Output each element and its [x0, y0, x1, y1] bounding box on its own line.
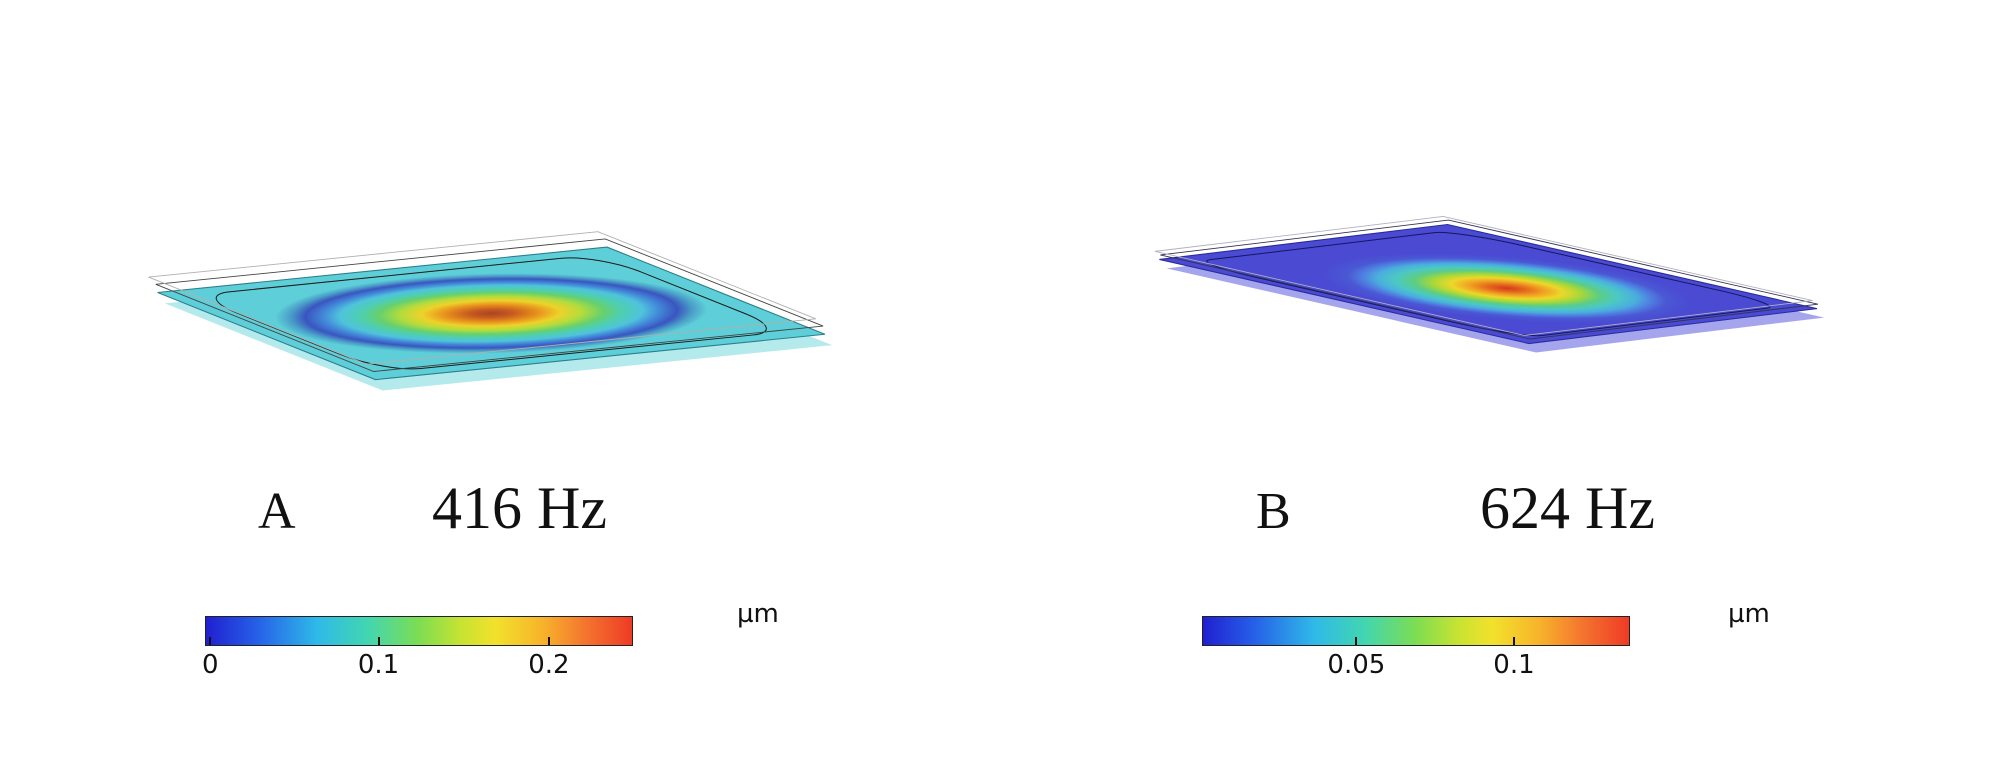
plate-b-undeformed-outline [1160, 219, 1819, 340]
colorbar-unit-a: µm [737, 599, 779, 629]
panel-label-a: A [258, 483, 296, 540]
colorbar-tick [377, 637, 380, 645]
colorbar-tick [1355, 637, 1358, 645]
colorbar-tick [209, 637, 212, 645]
plate-a-edge [157, 246, 826, 381]
frequency-label-b: 624 Hz [1480, 475, 1655, 541]
mode-shape-plot-b [1146, 134, 1826, 358]
plate-b-edge [1159, 223, 1818, 345]
colorbar-tick-label: 0.2 [528, 650, 570, 680]
colorbar-tick-label: 0.1 [357, 650, 400, 680]
mode-shape-plot-a [144, 179, 834, 406]
colorbar-unit-b: µm [1728, 599, 1770, 629]
panel-label-b: B [1256, 483, 1291, 540]
colorbar-a: 0 0.1 0.2 [202, 616, 633, 679]
colorbar-tick [1512, 637, 1515, 645]
plate-b-surface [1159, 225, 1817, 344]
colorbar-b: 0.05 0.1 [1202, 616, 1630, 679]
frequency-label-a: 416 Hz [432, 475, 607, 541]
colorbar-tick-label: 0.1 [1493, 650, 1535, 680]
colorbar-tick-label: 0 [201, 650, 219, 680]
colorbar-tick-label: 0.05 [1327, 650, 1386, 680]
plate-a-undeformed-outline [155, 238, 824, 372]
plate-a-surface [158, 247, 825, 380]
plate-a-reference-outline [148, 231, 817, 365]
plate-b-reference-outline [1154, 216, 1813, 336]
colorbar-tick [547, 637, 550, 645]
